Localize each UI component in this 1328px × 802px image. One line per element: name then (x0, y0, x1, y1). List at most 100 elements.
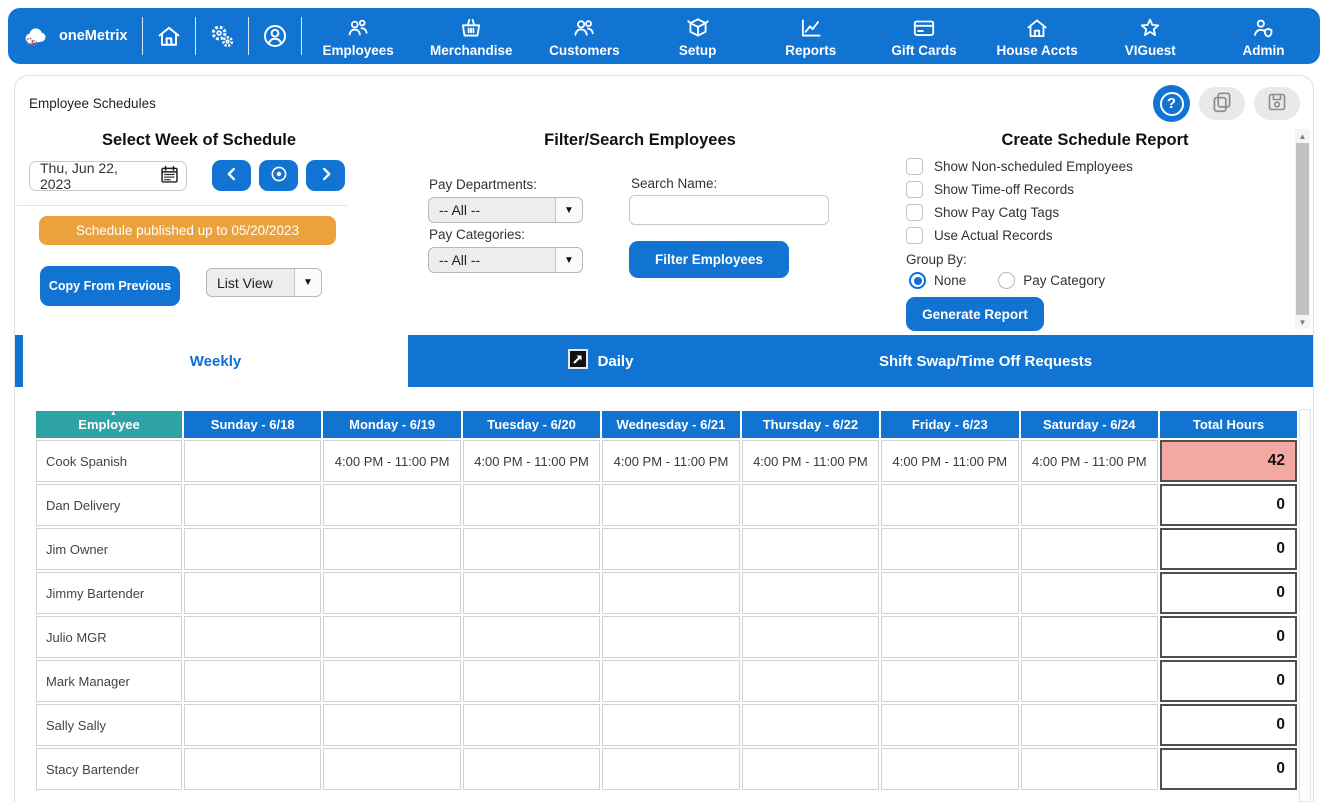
scroll-down-icon[interactable]: ▼ (1298, 317, 1307, 327)
search-name-input[interactable] (629, 195, 829, 225)
nav-item-merchandise[interactable]: Merchandise (415, 8, 528, 64)
shift-cell[interactable] (323, 748, 461, 790)
shift-cell[interactable] (602, 616, 740, 658)
nav-item-setup[interactable]: Setup (641, 8, 754, 64)
employee-name-cell[interactable]: Stacy Bartender (36, 748, 182, 790)
shift-cell[interactable] (1020, 704, 1158, 746)
shift-cell[interactable] (602, 748, 740, 790)
employee-name-cell[interactable]: Jim Owner (36, 528, 182, 570)
shift-cell[interactable] (881, 704, 1019, 746)
shift-cell[interactable] (741, 572, 880, 614)
shift-cell[interactable] (462, 616, 601, 658)
brand-logo[interactable]: oneMetrix (8, 8, 142, 64)
shift-cell[interactable] (462, 704, 601, 746)
scrollbar-thumb[interactable] (1296, 143, 1309, 315)
shift-cell[interactable] (323, 484, 461, 526)
shift-cell[interactable] (881, 484, 1019, 526)
shift-cell[interactable] (184, 660, 322, 702)
shift-cell[interactable]: 4:00 PM - 11:00 PM (323, 440, 461, 482)
shift-cell[interactable] (602, 528, 740, 570)
home-button[interactable] (143, 8, 195, 64)
shift-cell[interactable] (323, 616, 461, 658)
employee-name-cell[interactable]: Sally Sally (36, 704, 182, 746)
show-nonscheduled-checkbox[interactable] (906, 158, 923, 175)
employee-name-cell[interactable]: Mark Manager (36, 660, 182, 702)
panel-scrollbar[interactable]: ▲ ▼ (1295, 129, 1310, 329)
tab-shift-swap[interactable]: Shift Swap/Time Off Requests (793, 335, 1178, 387)
shift-cell[interactable] (741, 704, 880, 746)
nav-item-gift-cards[interactable]: Gift Cards (867, 8, 980, 64)
pay-categories-select[interactable]: -- All -- ▼ (428, 247, 583, 273)
shift-cell[interactable] (323, 572, 461, 614)
column-header-employee[interactable]: Employee ▲ (36, 410, 182, 438)
shift-cell[interactable]: 4:00 PM - 11:00 PM (602, 440, 740, 482)
shift-cell[interactable] (1020, 616, 1158, 658)
shift-cell[interactable] (184, 572, 322, 614)
copy-schedule-button[interactable] (1199, 87, 1245, 120)
filter-employees-button[interactable]: Filter Employees (629, 241, 789, 278)
shift-cell[interactable] (184, 484, 322, 526)
previous-week-button[interactable] (212, 160, 251, 191)
shift-cell[interactable]: 4:00 PM - 11:00 PM (881, 440, 1019, 482)
employee-name-cell[interactable]: Julio MGR (36, 616, 182, 658)
radio-pay-category[interactable] (998, 272, 1016, 289)
shift-cell[interactable] (741, 660, 880, 702)
show-timeoff-checkbox[interactable] (906, 181, 923, 198)
shift-cell[interactable] (602, 704, 740, 746)
account-button[interactable] (249, 8, 301, 64)
use-actual-records-checkbox[interactable] (906, 227, 923, 244)
shift-cell[interactable] (462, 572, 601, 614)
tab-weekly[interactable]: Weekly (23, 335, 408, 387)
shift-cell[interactable]: 4:00 PM - 11:00 PM (462, 440, 601, 482)
employee-name-cell[interactable]: Cook Spanish (36, 440, 182, 482)
generate-report-button[interactable]: Generate Report (906, 297, 1044, 331)
shift-cell[interactable] (1020, 528, 1158, 570)
shift-cell[interactable] (1020, 660, 1158, 702)
schedule-published-banner[interactable]: Schedule published up to 05/20/2023 (39, 216, 336, 245)
shift-cell[interactable] (462, 748, 601, 790)
employee-name-cell[interactable]: Jimmy Bartender (36, 572, 182, 614)
shift-cell[interactable] (881, 660, 1019, 702)
show-pay-catg-tags-checkbox[interactable] (906, 204, 923, 221)
nav-item-reports[interactable]: Reports (754, 8, 867, 64)
shift-cell[interactable]: 4:00 PM - 11:00 PM (741, 440, 880, 482)
shift-cell[interactable] (741, 528, 880, 570)
shift-cell[interactable] (602, 484, 740, 526)
scroll-up-icon[interactable]: ▲ (1298, 131, 1307, 141)
help-button[interactable]: ? (1153, 85, 1190, 122)
shift-cell[interactable]: 4:00 PM - 11:00 PM (1020, 440, 1158, 482)
nav-item-viguest[interactable]: VIGuest (1094, 8, 1207, 64)
week-date-picker[interactable]: Thu, Jun 22, 2023 (29, 160, 187, 192)
shift-cell[interactable] (741, 616, 880, 658)
shift-cell[interactable] (184, 440, 322, 482)
shift-cell[interactable] (741, 484, 880, 526)
tab-daily[interactable]: Daily (408, 335, 793, 387)
shift-cell[interactable] (462, 660, 601, 702)
nav-item-admin[interactable]: Admin (1207, 8, 1320, 64)
shift-cell[interactable] (184, 748, 322, 790)
shift-cell[interactable] (602, 572, 740, 614)
view-mode-select[interactable]: List View ▼ (206, 268, 322, 297)
shift-cell[interactable] (184, 616, 322, 658)
shift-cell[interactable] (1020, 748, 1158, 790)
shift-cell[interactable] (323, 528, 461, 570)
shift-cell[interactable] (462, 484, 601, 526)
shift-cell[interactable] (602, 660, 740, 702)
current-week-button[interactable] (259, 160, 298, 191)
shift-cell[interactable] (1020, 572, 1158, 614)
shift-cell[interactable] (881, 572, 1019, 614)
shift-cell[interactable] (881, 748, 1019, 790)
shift-cell[interactable] (741, 748, 880, 790)
shift-cell[interactable] (184, 704, 322, 746)
nav-item-employees[interactable]: Employees (302, 8, 415, 64)
table-scrollbar[interactable] (1299, 409, 1311, 802)
shift-cell[interactable] (184, 528, 322, 570)
nav-item-customers[interactable]: Customers (528, 8, 641, 64)
shift-cell[interactable] (1020, 484, 1158, 526)
next-week-button[interactable] (306, 160, 345, 191)
shift-cell[interactable] (462, 528, 601, 570)
shift-cell[interactable] (881, 528, 1019, 570)
shift-cell[interactable] (323, 660, 461, 702)
employee-name-cell[interactable]: Dan Delivery (36, 484, 182, 526)
pay-departments-select[interactable]: -- All -- ▼ (428, 197, 583, 223)
